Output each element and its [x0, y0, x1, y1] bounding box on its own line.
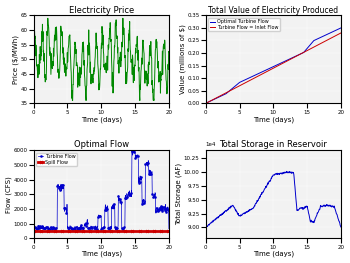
- Title: Electricity Price: Electricity Price: [69, 6, 134, 14]
- Spill Flow: [154, 229, 159, 232]
- Turbine Flow = Inlet Flow: [339, 31, 343, 34]
- Turbine Flow = Inlet Flow: [286, 59, 290, 62]
- Spill Flow: [114, 229, 118, 232]
- Y-axis label: Total Storage (AF): Total Storage (AF): [176, 163, 182, 225]
- Optimal Turbine Flow: [279, 61, 284, 64]
- Turbine Flow = Inlet Flow: [279, 62, 284, 65]
- Turbine Flow: [74, 225, 78, 228]
- Turbine Flow = Inlet Flow: [204, 102, 208, 105]
- Optimal Turbine Flow: [327, 32, 331, 35]
- Turbine Flow: [114, 227, 118, 230]
- Optimal Turbine Flow: [303, 49, 307, 52]
- Spill Flow: [107, 229, 111, 232]
- Optimal Turbine Flow: [261, 70, 265, 73]
- Line: Spill Flow: Spill Flow: [32, 230, 170, 232]
- Turbine Flow: [133, 146, 137, 149]
- Title: Total Value of Electricity Produced: Total Value of Electricity Produced: [208, 6, 338, 14]
- Turbine Flow: [155, 208, 159, 211]
- X-axis label: Time (days): Time (days): [253, 251, 294, 257]
- X-axis label: Time (days): Time (days): [253, 116, 294, 123]
- Line: Turbine Flow: Turbine Flow: [33, 147, 169, 231]
- Spill Flow: [131, 229, 135, 232]
- Y-axis label: Price ($/MWh): Price ($/MWh): [13, 35, 19, 84]
- Legend: Turbine Flow, Spill Flow: Turbine Flow, Spill Flow: [36, 153, 77, 166]
- Optimal Turbine Flow: [339, 26, 343, 29]
- X-axis label: Time (days): Time (days): [81, 251, 122, 257]
- Turbine Flow = Inlet Flow: [327, 38, 331, 41]
- Turbine Flow: [32, 229, 36, 232]
- Spill Flow: [167, 229, 171, 232]
- Line: Turbine Flow = Inlet Flow: Turbine Flow = Inlet Flow: [206, 33, 341, 103]
- Turbine Flow: [131, 151, 135, 154]
- Optimal Turbine Flow: [246, 77, 250, 80]
- Spill Flow: [32, 229, 36, 232]
- Y-axis label: Flow (CFS): Flow (CFS): [6, 176, 12, 213]
- Turbine Flow = Inlet Flow: [303, 50, 307, 53]
- Optimal Turbine Flow: [286, 58, 290, 62]
- Turbine Flow: [167, 227, 171, 230]
- X-axis label: Time (days): Time (days): [81, 116, 122, 123]
- Title: Total Storage in Reservoir: Total Storage in Reservoir: [219, 140, 327, 149]
- Turbine Flow: [35, 229, 40, 232]
- Legend: Optimal Turbine Flow, Turbine Flow = Inlet Flow: Optimal Turbine Flow, Turbine Flow = Inl…: [208, 18, 280, 31]
- Turbine Flow = Inlet Flow: [246, 80, 250, 83]
- Turbine Flow: [89, 224, 93, 227]
- Line: Optimal Turbine Flow: Optimal Turbine Flow: [206, 28, 341, 103]
- Optimal Turbine Flow: [204, 102, 208, 105]
- Spill Flow: [89, 229, 93, 232]
- Turbine Flow = Inlet Flow: [261, 72, 265, 75]
- Turbine Flow: [107, 225, 112, 229]
- Y-axis label: Value (millions of $): Value (millions of $): [179, 24, 186, 94]
- Spill Flow: [74, 229, 78, 232]
- Title: Optimal Flow: Optimal Flow: [74, 140, 129, 149]
